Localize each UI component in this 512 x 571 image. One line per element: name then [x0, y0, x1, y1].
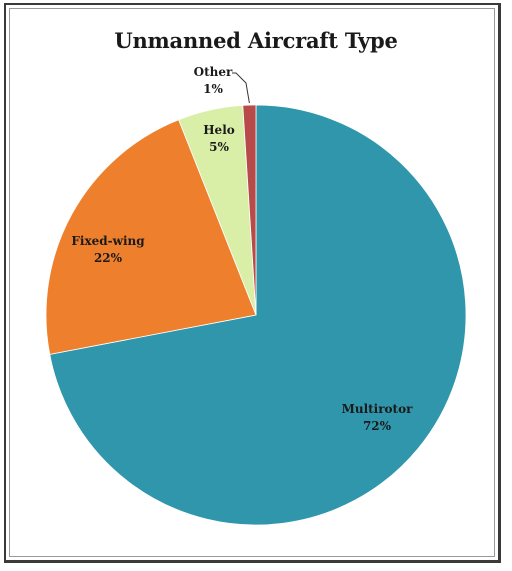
data-value-helo: 5% — [209, 140, 229, 154]
data-label-other: Other — [194, 65, 233, 79]
data-label-helo: Helo — [203, 123, 235, 137]
chart-inner-border — [9, 8, 495, 557]
pie-slice-other — [242, 104, 257, 316]
data-value-multirotor: 72% — [363, 419, 392, 433]
data-label-multirotor: Multirotor — [342, 402, 414, 416]
pie-slice-multirotor — [49, 104, 467, 526]
data-value-fixed-wing: 22% — [94, 251, 123, 265]
data-label-fixed-wing: Fixed-wing — [71, 234, 145, 248]
data-value-other: 1% — [203, 82, 223, 96]
other-leader-line — [232, 72, 250, 104]
chart-title: Unmanned Aircraft Type — [114, 28, 398, 53]
pie-slice-fixed-wing — [45, 119, 257, 355]
